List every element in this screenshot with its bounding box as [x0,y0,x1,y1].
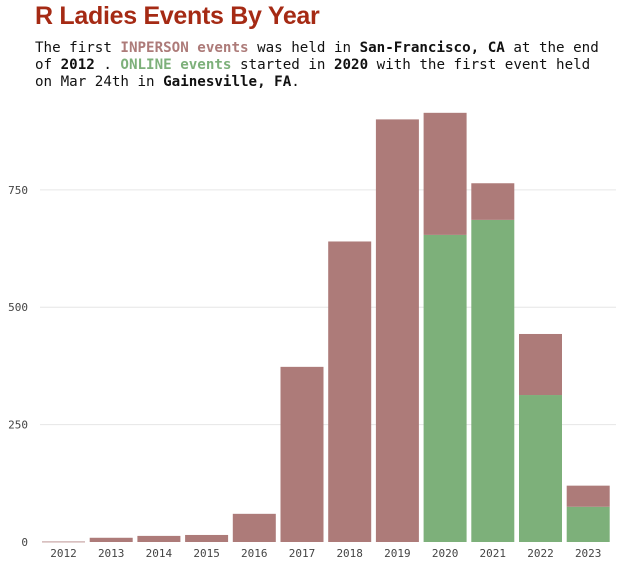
y-tick-label: 500 [8,301,28,314]
bar-online-2021 [471,219,515,542]
x-tick-label: 2012 [50,547,77,560]
x-tick-label: 2018 [336,547,363,560]
x-tick-label: 2017 [289,547,316,560]
x-tick-label: 2016 [241,547,268,560]
chart-subtitle: The first INPERSON events was held in Sa… [35,40,599,90]
bar-inperson-2015 [185,534,229,542]
bar-inperson-2022 [519,333,562,396]
bar-inperson-2020 [423,112,467,235]
x-tick-label: 2022 [527,547,554,560]
bar-inperson-2016 [232,513,276,542]
bar-inperson-2017 [280,366,324,542]
bar-inperson-2012 [42,541,85,543]
y-tick-label: 0 [21,536,28,549]
bar-online-2020 [423,234,467,542]
bar-inperson-2013 [89,537,133,542]
x-tick-label: 2019 [384,547,411,560]
y-tick-label: 750 [8,184,28,197]
x-tick-label: 2014 [146,547,173,560]
bar-inperson-2018 [328,241,372,542]
chart-title: R Ladies Events By Year [35,2,320,30]
bars [42,112,610,543]
bar-inperson-2021 [471,183,515,220]
bar-online-2023 [566,506,610,542]
bar-inperson-2023 [566,485,610,507]
x-tick-label: 2020 [432,547,459,560]
online-highlight: ONLINE events [120,57,232,73]
x-tick-label: 2015 [193,547,220,560]
x-tick-label: 2013 [98,547,125,560]
bar-inperson-2014 [137,535,181,542]
x-tick-label: 2023 [575,547,602,560]
bar-inperson-2019 [375,119,419,543]
bar-online-2022 [519,395,562,542]
x-tick-label: 2021 [480,547,507,560]
x-axis-ticks: 2012 2013 2014 2015 2016 2017 2018 2019 2020 2021… [50,547,601,560]
inperson-highlight: INPERSON events [120,40,249,56]
y-tick-label: 250 [8,419,28,432]
y-axis-ticks: 0 250 500 750 [8,184,28,549]
